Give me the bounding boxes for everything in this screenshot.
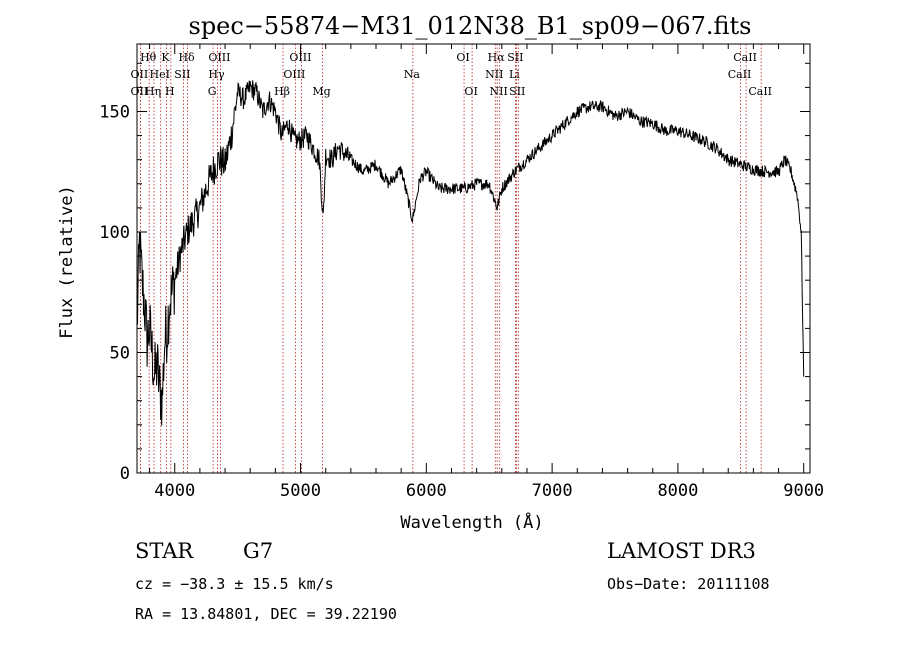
line-label-4: Hη [145,85,161,98]
line-label-14: OIII [283,68,305,81]
line-label-20: NII [485,68,503,81]
y-tick-label-0: 0 [120,464,130,484]
line-label-12: Hβ [274,85,290,98]
object-subclass: G7 [243,539,273,563]
observation-date: Obs−Date: 20111108 [607,575,770,593]
coordinates: RA = 13.84801, DEC = 39.22190 [135,605,397,623]
x-tick-label-5: 9000 [783,481,824,501]
line-label-18: OI [464,85,477,98]
line-label-1: OII [131,68,149,81]
line-label-21: NII [490,85,508,98]
object-class: STAR [135,539,194,563]
x-tick-label-4: 8000 [657,481,698,501]
line-label-9: OIII [208,51,230,64]
x-axis-label: Wavelength (Å) [400,511,543,533]
spectrum-series [136,80,805,426]
line-label-6: SII [174,68,190,81]
line-label-16: Na [404,68,421,81]
line-label-17: OI [456,51,469,64]
line-label-24: SII [509,85,525,98]
line-label-10: Hγ [208,68,225,81]
line-label-27: CaII [748,85,772,98]
line-label-2: OII [131,85,149,98]
line-label-8: Hδ [178,51,195,64]
line-label-5: K [161,51,170,64]
line-label-23: Li [509,68,520,81]
y-tick-label-3: 150 [99,102,130,122]
line-label-15: Mg [312,85,330,98]
plot-frame [136,43,811,474]
line-label-19: Hα [488,51,506,64]
chart-title: spec−55874−M31_012N38_B1_sp09−067.fits [189,12,752,40]
x-tick-label-3: 7000 [532,481,573,501]
line-label-11: G [208,85,217,98]
line-label-0: Hθ [140,51,157,64]
y-axis-label: Flux (relative) [57,185,77,339]
x-tick-label-2: 6000 [406,481,447,501]
survey-name: LAMOST DR3 [607,539,756,563]
line-label-25: CaII [733,51,757,64]
line-label-22: SII [507,51,523,64]
axis-ticks: 4000 5000 6000 7000 8000 9000 0 50 100 150 [99,44,824,501]
y-tick-label-1: 50 [110,343,130,363]
y-tick-label-2: 100 [99,223,130,243]
line-label-13: OIII [289,51,311,64]
spectrum-path [136,80,805,426]
redshift-cz: cz = −38.3 ± 15.5 km/s [135,575,334,593]
line-label-3: HeI [150,68,170,81]
line-label-26: CaII [728,68,752,81]
line-label-7: H [165,85,175,98]
x-tick-label-1: 5000 [280,481,321,501]
x-tick-label-0: 4000 [154,481,195,501]
